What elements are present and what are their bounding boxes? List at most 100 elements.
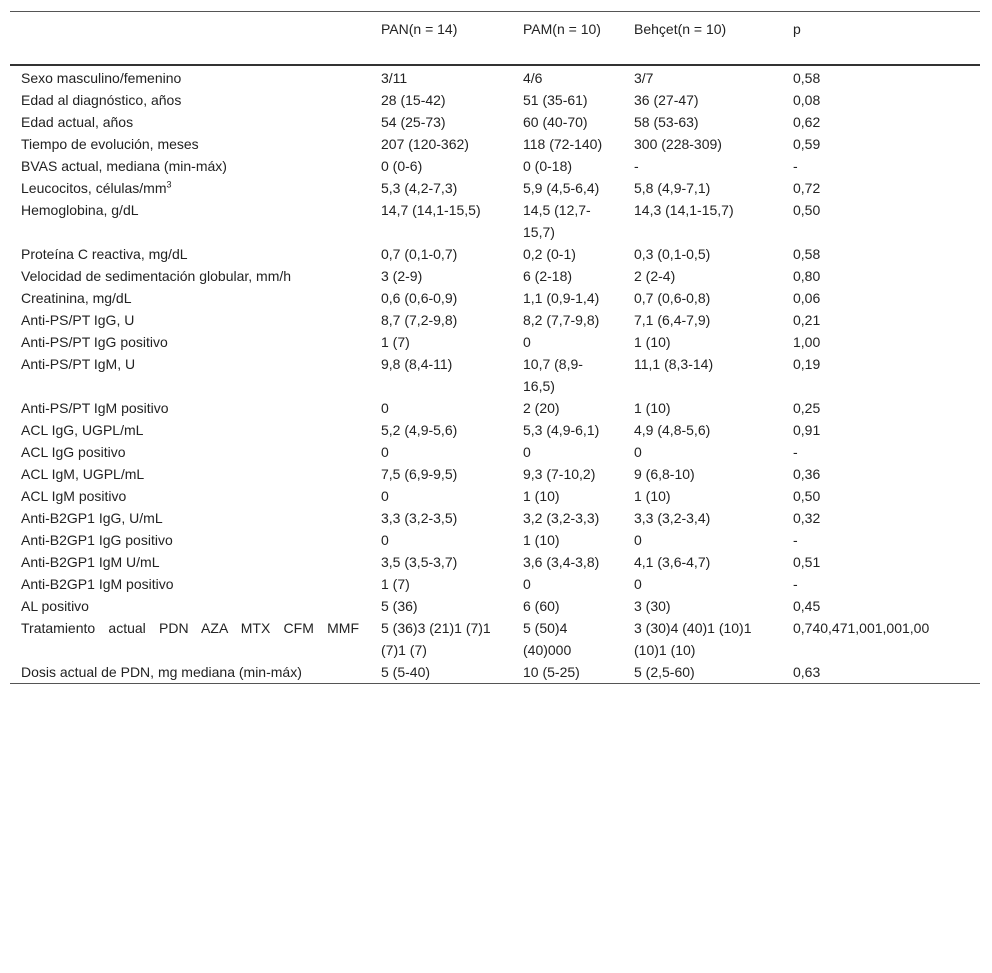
table-row: Edad al diagnóstico, años 28 (15-42) 51 (3… (10, 89, 980, 111)
cell: 3,5 (3,5-3,7) (381, 554, 458, 570)
cell: 1 (10) (634, 334, 671, 350)
row-label: Anti-B2GP1 IgM U/mL (21, 554, 160, 570)
cell: 4/6 (523, 70, 543, 86)
cell: 0 (523, 576, 531, 592)
cell: 0,3 (0,1-0,5) (634, 246, 711, 262)
row-label: Proteína C reactiva, mg/dL (21, 246, 188, 262)
cell: 6 (60) (523, 598, 560, 614)
table-row: ACL IgM positivo 0 1 (10) 1 (10) 0,50 (10, 485, 980, 507)
cell: 2 (20) (523, 400, 560, 416)
row-label: Anti-PS/PT IgM, U (21, 356, 136, 372)
cell: 5 (5-40) (381, 664, 431, 680)
cell: 0 (634, 444, 642, 460)
cell: 0,51 (793, 554, 821, 570)
row-label: Leucocitos, células/mm3 (10, 177, 370, 199)
table-row: ACL IgM, UGPL/mL 7,5 (6,9-9,5) 9,3 (7-10,2… (10, 463, 980, 485)
row-label: Edad al diagnóstico, años (21, 92, 182, 108)
table-row: Anti-PS/PT IgM, U 9,8 (8,4-11) 10,7 (8,9-1… (10, 353, 980, 397)
cell: 0,19 (793, 356, 821, 372)
cell: 5,8 (4,9-7,1) (634, 180, 711, 196)
cell: 5 (36)3 (21)1 (7)1 (7)1 (7) (381, 620, 491, 658)
cell: 1 (10) (634, 488, 671, 504)
table-row: Dosis actual de PDN, mg mediana (min-máx… (10, 661, 980, 684)
cell: 0 (634, 532, 642, 548)
row-label: Anti-PS/PT IgG positivo (21, 334, 168, 350)
cell: 11,1 (8,3-14) (634, 356, 714, 372)
table-row: Anti-B2GP1 IgM U/mL 3,5 (3,5-3,7) 3,6 (3,4… (10, 551, 980, 573)
table-row: AL positivo 5 (36) 6 (60) 3 (30) 0,45 (10, 595, 980, 617)
cell: - (793, 158, 798, 174)
cell: 300 (228-309) (634, 136, 722, 152)
table-row: Leucocitos, células/mm3 5,3 (4,2-7,3) 5,9 … (10, 177, 980, 199)
cell: 0,21 (793, 312, 821, 328)
row-label: Edad actual, años (21, 114, 134, 130)
table-row: BVAS actual, mediana (min-máx) 0 (0-6) 0 (… (10, 155, 980, 177)
cell: 0,50 (793, 202, 821, 218)
cell: 0,08 (793, 92, 821, 108)
table-row: Anti-B2GP1 IgG, U/mL 3,3 (3,2-3,5) 3,2 (3,… (10, 507, 980, 529)
cell: 0,91 (793, 422, 821, 438)
table-row: Hemoglobina, g/dL 14,7 (14,1-15,5) 14,5 (1… (10, 199, 980, 243)
cell: 0,63 (793, 664, 821, 680)
cell: 0 (523, 334, 531, 350)
cell: 9,3 (7-10,2) (523, 466, 596, 482)
cell: 207 (120-362) (381, 136, 469, 152)
cell: 0,2 (0-1) (523, 246, 576, 262)
row-label: Creatinina, mg/dL (21, 290, 132, 306)
table-row: Sexo masculino/femenino 3/11 4/6 3/7 0,58 (10, 65, 980, 89)
header-row: PAN(n = 14) PAM(n = 10) Behçet(n = 10) p (10, 11, 980, 65)
cell: 5 (2,5-60) (634, 664, 695, 680)
cell: 9 (6,8-10) (634, 466, 695, 482)
row-label: Anti-PS/PT IgM positivo (21, 400, 169, 416)
row-label: Tratamiento actual PDN AZA MTX CFM MMF (21, 620, 359, 636)
table-row: Tiempo de evolución, meses 207 (120-362) 1… (10, 133, 980, 155)
cell: 0 (523, 444, 531, 460)
cell: - (793, 576, 798, 592)
cell: 0 (0-6) (381, 158, 423, 174)
cell: 3,2 (3,2-3,3) (523, 510, 600, 526)
row-label: Anti-B2GP1 IgG positivo (21, 532, 173, 548)
cell: 5,3 (4,9-6,1) (523, 422, 600, 438)
cell: 3,3 (3,2-3,5) (381, 510, 458, 526)
cell: 7,1 (6,4-7,9) (634, 312, 711, 328)
table-row: Anti-PS/PT IgM positivo 0 2 (20) 1 (10) 0,25 (10, 397, 980, 419)
cell: 0,7 (0,6-0,8) (634, 290, 711, 306)
cell: 0 (381, 444, 389, 460)
cell: 5,3 (4,2-7,3) (381, 180, 458, 196)
cell: 3,3 (3,2-3,4) (634, 510, 711, 526)
cell: 1 (10) (634, 400, 671, 416)
table-row: ACL IgG, UGPL/mL 5,2 (4,9-5,6) 5,3 (4,9-6,… (10, 419, 980, 441)
cell: 0,59 (793, 136, 821, 152)
cell: 0 (381, 488, 389, 504)
table-row: Creatinina, mg/dL 0,6 (0,6-0,9) 1,1 (0,9-1… (10, 287, 980, 309)
row-label: Anti-PS/PT IgG, U (21, 312, 135, 328)
cell: 14,5 (12,7-15,7) (523, 202, 591, 240)
cell: 8,2 (7,7-9,8) (523, 312, 600, 328)
table-row: Tratamiento actual PDN AZA MTX CFM MMF 5 … (10, 617, 980, 661)
cell: 5,2 (4,9-5,6) (381, 422, 458, 438)
cell: 4,9 (4,8-5,6) (634, 422, 711, 438)
row-label: ACL IgG, UGPL/mL (21, 422, 144, 438)
cell: 118 (72-140) (523, 136, 603, 152)
cell: 0,6 (0,6-0,9) (381, 290, 458, 306)
row-label: ACL IgG positivo (21, 444, 126, 460)
cell: 3 (30) (634, 598, 671, 614)
cell: 7,5 (6,9-9,5) (381, 466, 458, 482)
cell: - (634, 158, 639, 174)
row-label: AL positivo (21, 598, 89, 614)
row-label: BVAS actual, mediana (min-máx) (21, 158, 227, 174)
cell: 0,50 (793, 488, 821, 504)
cell: 0,36 (793, 466, 821, 482)
row-label: ACL IgM positivo (21, 488, 127, 504)
cell: 9,8 (8,4-11) (381, 356, 453, 372)
cell: 1,1 (0,9-1,4) (523, 290, 600, 306)
cell: 1,00 (793, 334, 821, 350)
cell: 10,7 (8,9-16,5) (523, 356, 583, 394)
cell: 5,9 (4,5-6,4) (523, 180, 600, 196)
cell: 0,58 (793, 70, 821, 86)
header-cell: PAM(n = 10) (523, 21, 601, 37)
cell: 3/7 (634, 70, 654, 86)
row-label: Anti-B2GP1 IgM positivo (21, 576, 174, 592)
cell: 36 (27-47) (634, 92, 699, 108)
